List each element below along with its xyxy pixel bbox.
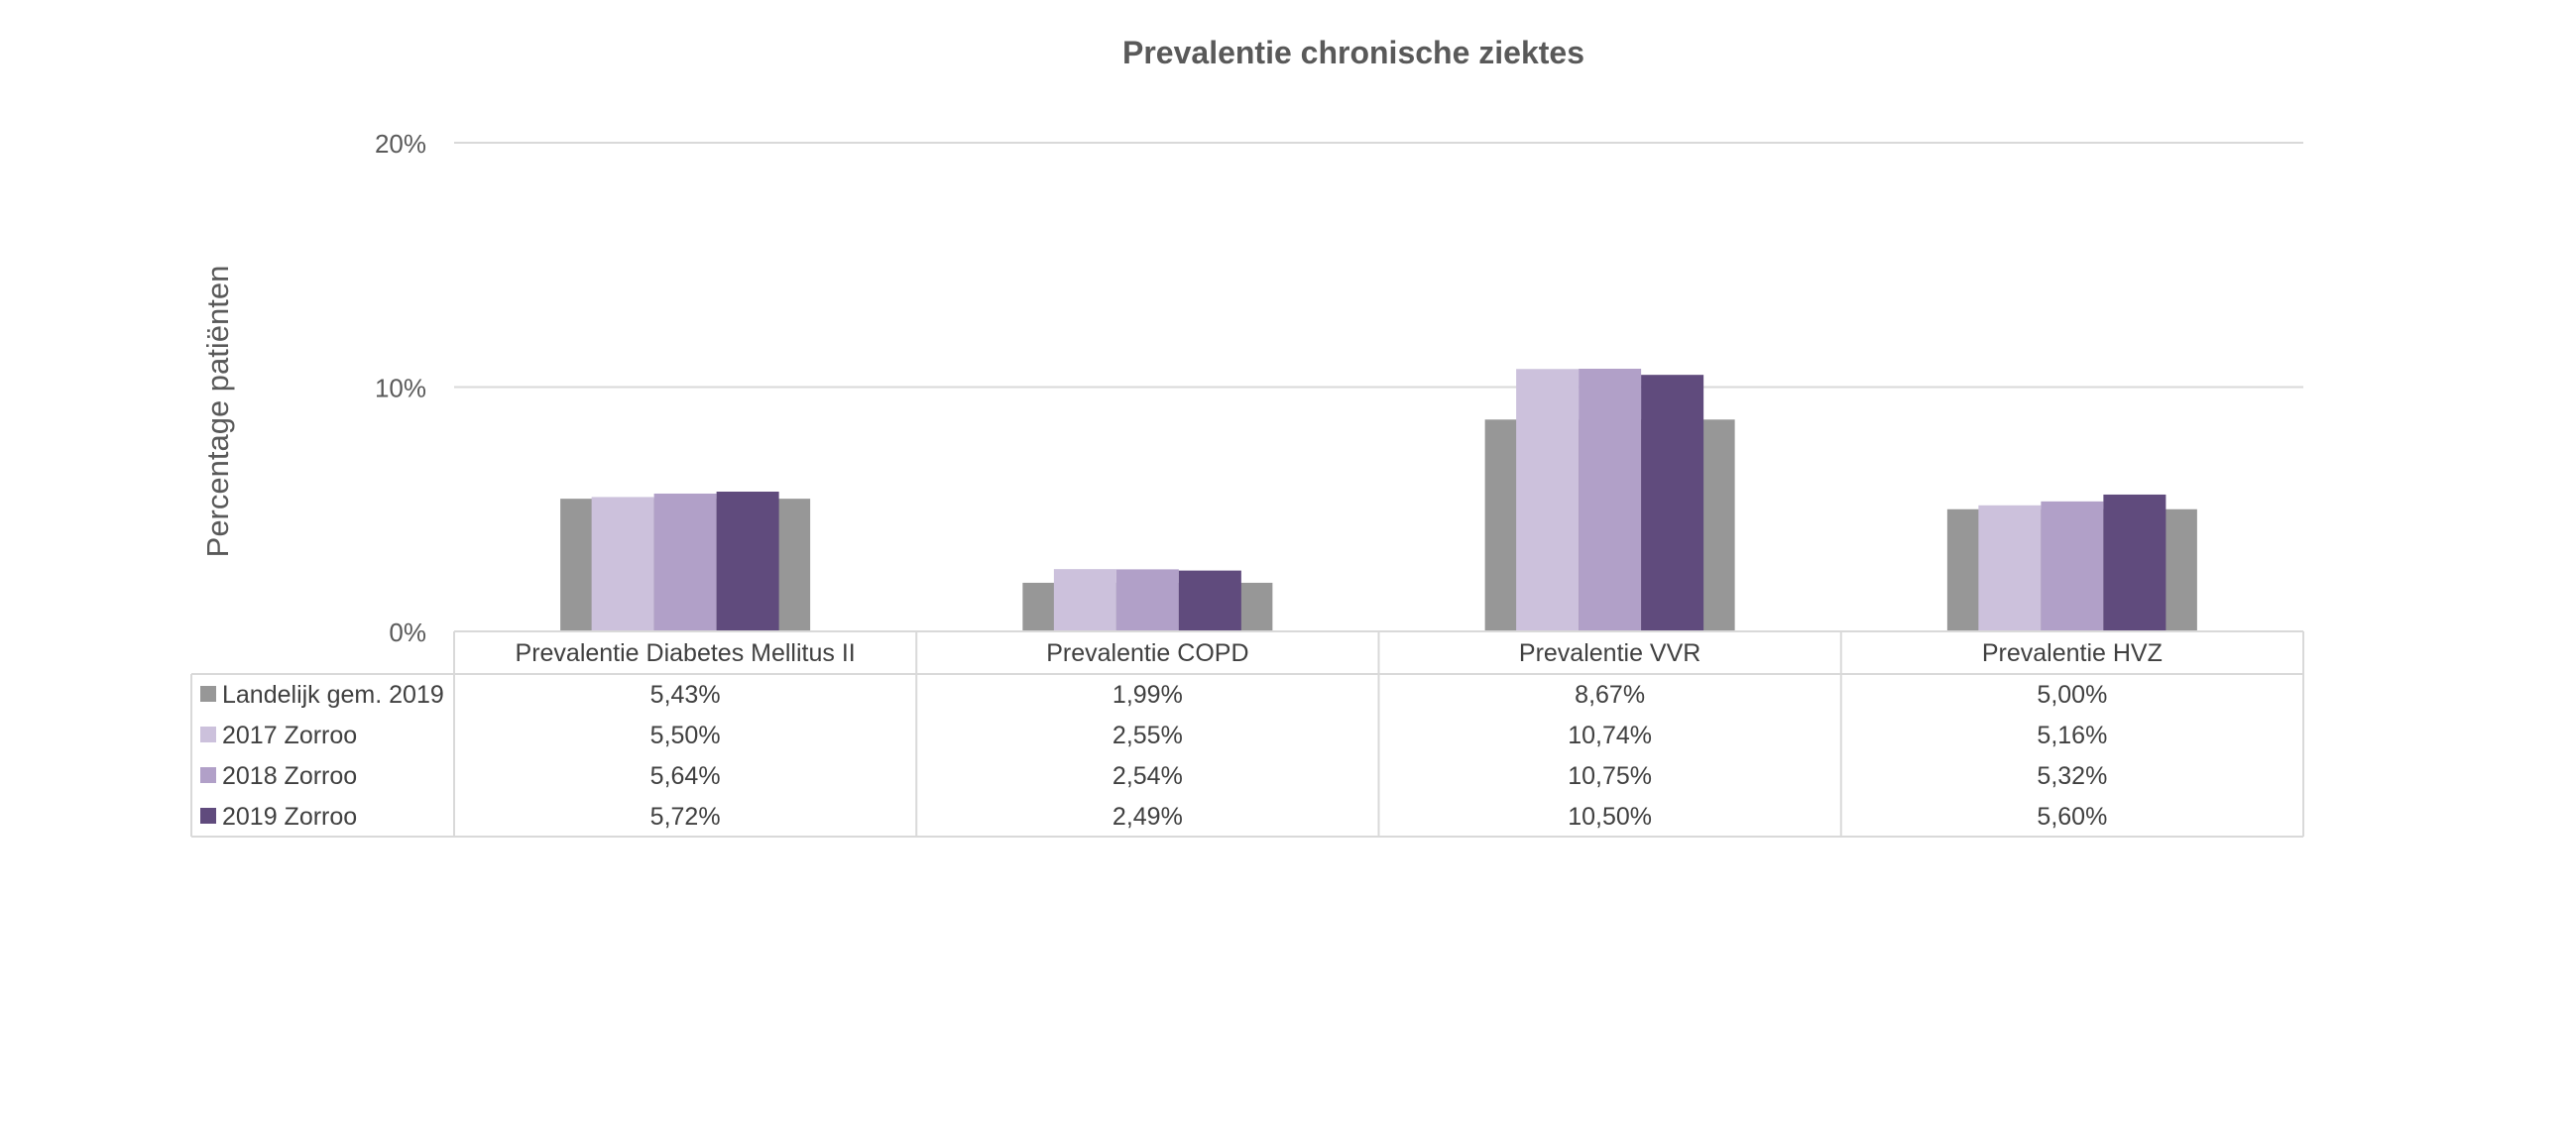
- x-tick-label: Prevalentie Diabetes Mellitus II: [516, 639, 856, 667]
- legend-label: 2019 Zorroo: [222, 803, 357, 831]
- x-tick-label: Prevalentie COPD: [1046, 639, 1248, 667]
- data-label: 2,49%: [1112, 803, 1183, 831]
- data-table: Prevalentie Diabetes Mellitus II Prevalen…: [190, 630, 2304, 838]
- data-label: 10,50%: [1568, 803, 1652, 831]
- data-label: 2,54%: [1112, 762, 1183, 790]
- bar: [1641, 375, 1704, 631]
- bar: [1516, 369, 1580, 631]
- legend-swatch: [200, 686, 216, 702]
- data-label: 1,99%: [1112, 681, 1183, 709]
- data-label: 5,43%: [650, 681, 721, 709]
- data-label: 5,60%: [2037, 803, 2107, 831]
- legend-swatch: [200, 808, 216, 824]
- bar: [653, 493, 717, 631]
- legend-swatch: [200, 767, 216, 783]
- legend-label: 2017 Zorroo: [222, 722, 357, 749]
- bar: [2041, 501, 2104, 631]
- chart-title: Prevalentie chronische ziektes: [1122, 35, 1584, 70]
- bar: [1178, 570, 1241, 631]
- y-tick-label: 20%: [375, 129, 426, 159]
- bar: [1053, 569, 1116, 631]
- y-tick-label: 10%: [375, 374, 426, 403]
- legend-label: 2018 Zorroo: [222, 762, 357, 790]
- bar: [1978, 505, 2042, 631]
- bar: [716, 492, 779, 631]
- data-label: 5,72%: [650, 803, 721, 831]
- bar: [1579, 369, 1642, 631]
- legend-label: Landelijk gem. 2019: [222, 681, 444, 709]
- data-label: 10,75%: [1568, 762, 1652, 790]
- bar: [591, 497, 654, 631]
- data-label: 5,32%: [2037, 762, 2107, 790]
- data-label: 5,16%: [2037, 722, 2107, 749]
- y-tick-label: 0%: [389, 618, 426, 647]
- data-label: 8,67%: [1575, 681, 1645, 709]
- bar: [2103, 494, 2166, 631]
- data-label: 2,55%: [1112, 722, 1183, 749]
- gridlines: [454, 142, 2303, 389]
- bars: [560, 369, 2197, 631]
- y-axis-label: Percentage patiënten: [200, 266, 235, 558]
- data-label: 10,74%: [1568, 722, 1652, 749]
- x-tick-label: Prevalentie VVR: [1519, 639, 1700, 667]
- y-axis-ticks: 0% 10% 20%: [375, 129, 426, 647]
- legend-swatch: [200, 727, 216, 742]
- x-tick-label: Prevalentie HVZ: [1982, 639, 2163, 667]
- data-label: 5,00%: [2037, 681, 2107, 709]
- bar: [1115, 569, 1179, 631]
- data-label: 5,50%: [650, 722, 721, 749]
- data-label: 5,64%: [650, 762, 721, 790]
